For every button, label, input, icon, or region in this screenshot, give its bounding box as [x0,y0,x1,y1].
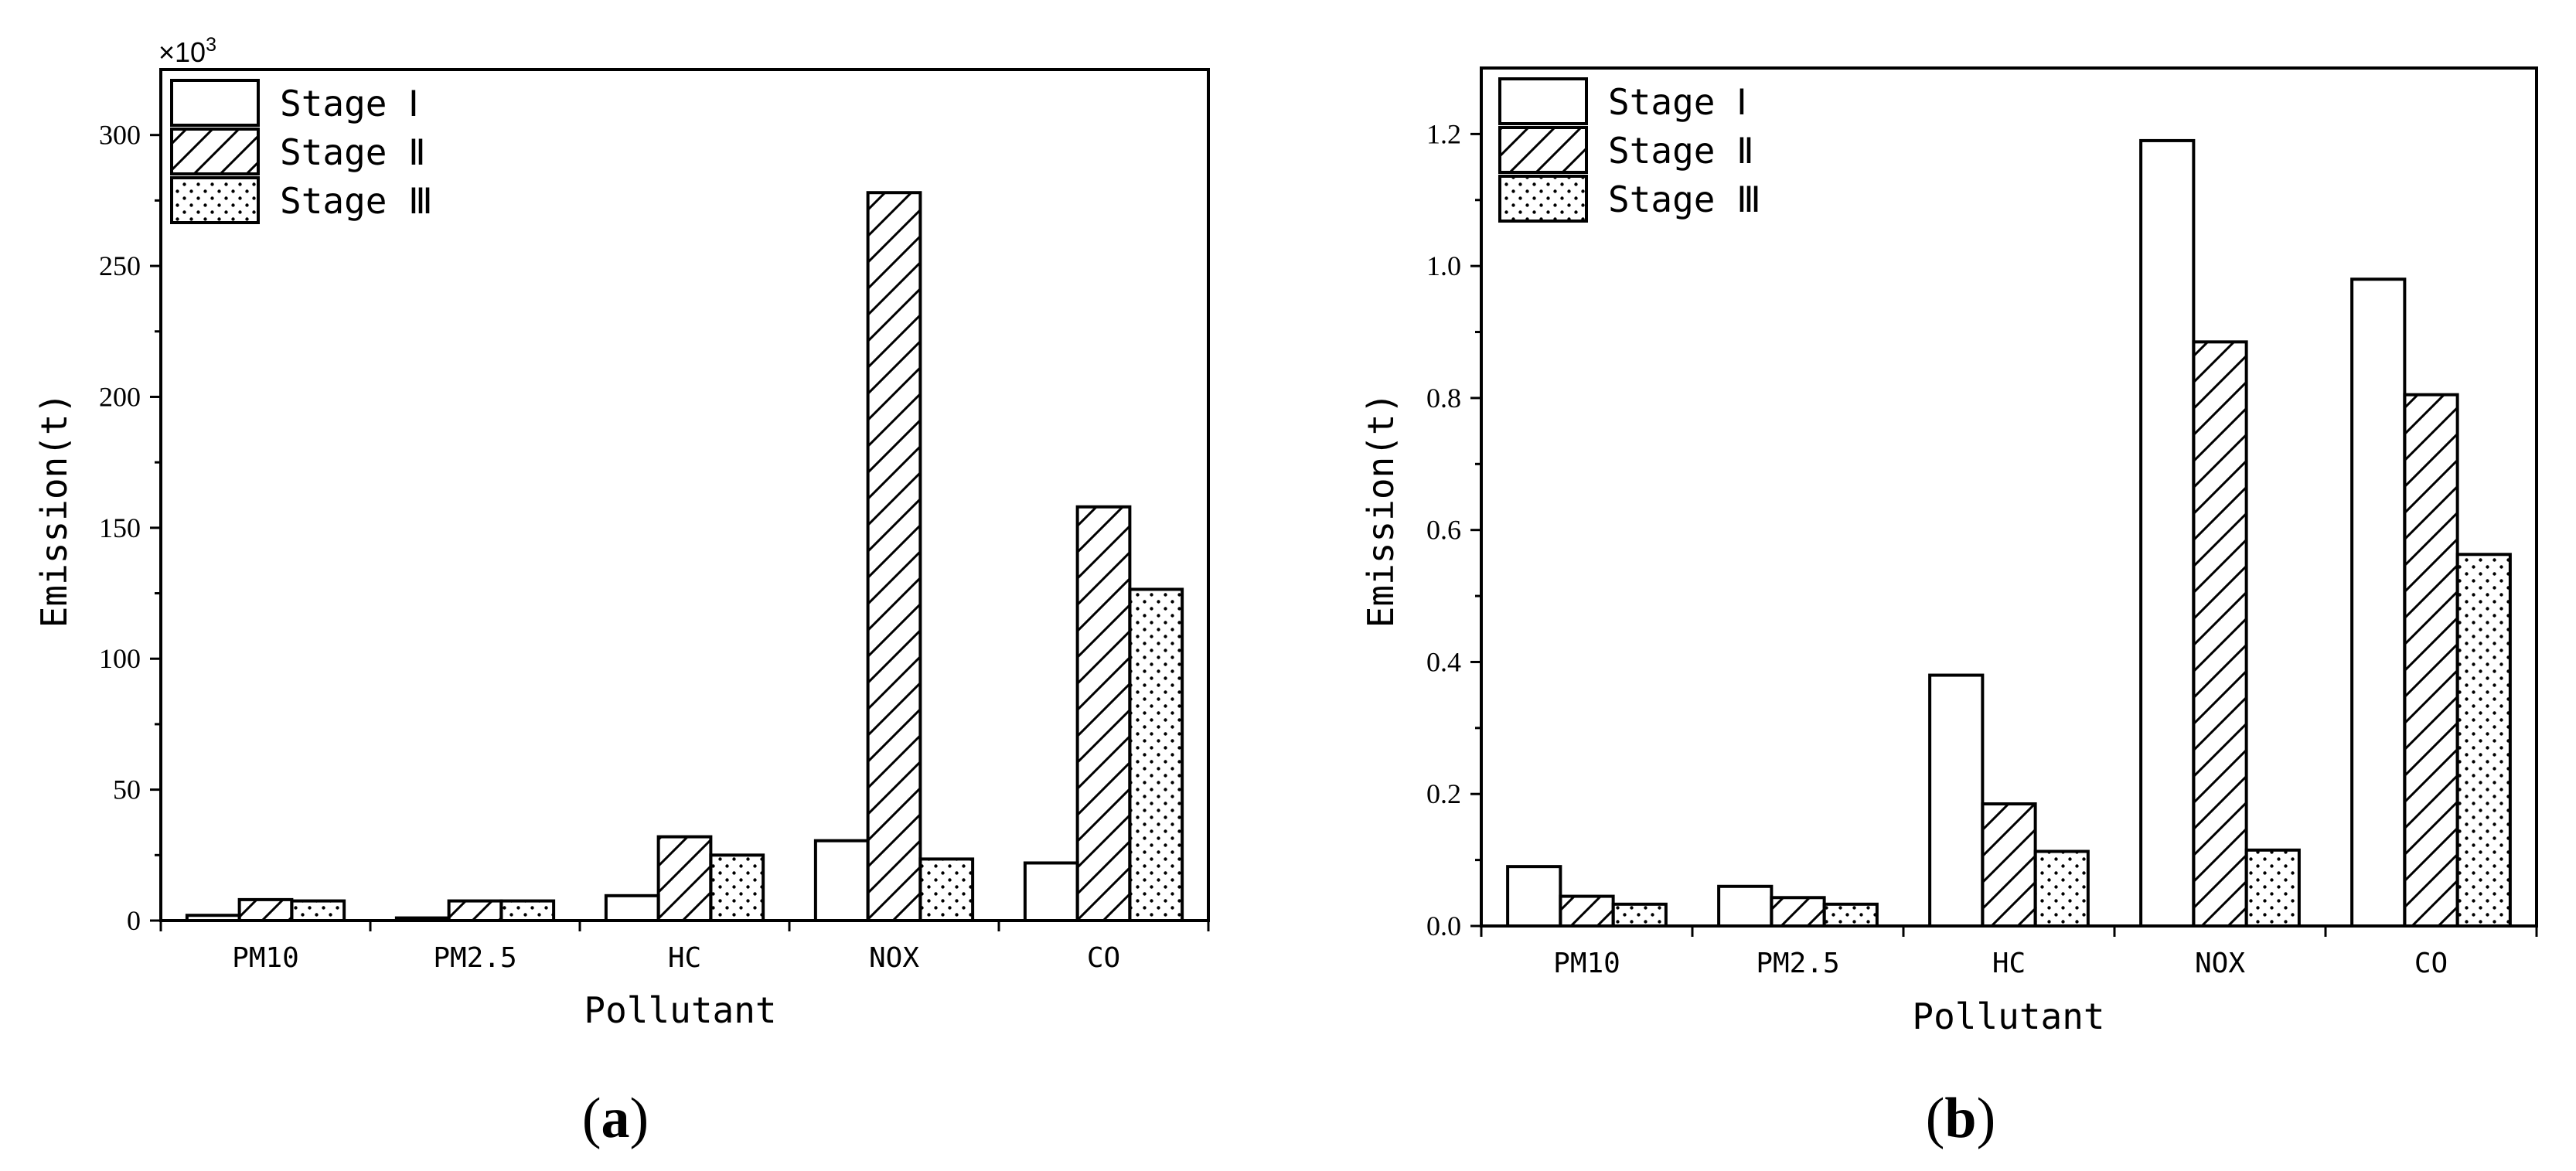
legend-label-stage-1: Stage Ⅰ [280,83,419,124]
legend-swatch-stage-3 [1498,175,1588,223]
legend-b: Stage Ⅰ Stage Ⅱ Stage Ⅲ [1498,77,1761,223]
legend-swatch-stage-3 [170,176,260,224]
y-multiplier-a: ×103 [158,34,216,68]
bar-b-pm10-stage-3 [1611,902,1668,928]
bar-b-hc-stage-1 [1928,673,1985,928]
panel-label-a: (a) [582,1087,649,1150]
panel-label-b: (b) [1926,1087,1995,1150]
bar-b-co-stage-1 [2350,277,2407,928]
y-tick-label: 0.8 [1426,383,1461,414]
legend-label-stage-2: Stage Ⅱ [1608,130,1754,172]
chart-panel-a: 0 50 100 150 200 250 300 PM10 PM2.5 HC NOX CO Stag… [33,34,1210,1150]
bar-b-pm25-stage-3 [1822,902,1879,928]
y-tick-label: 150 [99,512,141,543]
x-axis-title-b: Pollutant [1912,996,2104,1037]
plot-frame-b [1480,66,2538,928]
y-tick-label: 100 [99,643,141,674]
bar-b-nox-stage-3 [2244,848,2301,928]
y-axis-title-a: Emission(t) [33,393,75,628]
bar-b-nox-stage-1 [2139,138,2196,928]
legend-swatch-stage-1 [1498,77,1588,125]
bar-a-nox-stage-3 [918,857,975,923]
x-axis-a: PM10 PM2.5 HC NOX CO [159,921,1210,974]
y-tick-label: 1.2 [1426,118,1461,149]
bar-a-co-stage-3 [1128,587,1184,922]
bar-a-pm25-stage-2 [447,899,503,922]
bar-b-pm10-stage-1 [1506,865,1562,928]
x-axis-title-a: Pollutant [584,989,776,1031]
bar-b-pm10-stage-2 [1559,894,1615,928]
bars-a [185,191,1184,923]
legend-label-stage-2: Stage Ⅱ [280,131,426,173]
bar-b-hc-stage-2 [1981,802,2037,928]
bar-a-co-stage-2 [1075,505,1132,922]
bars-b [1506,138,2512,928]
x-tick-label: CO [1087,942,1120,974]
y-tick-label: 0 [127,905,141,936]
y-tick-label: 0.0 [1426,911,1461,941]
legend-label-stage-1: Stage Ⅰ [1608,81,1747,123]
y-axis-a: 0 50 100 150 200 250 300 [99,120,161,936]
bar-b-pm25-stage-2 [1770,896,1826,928]
plot-frame-a [159,68,1210,922]
bar-b-nox-stage-2 [2192,340,2248,928]
bar-a-pm10-stage-2 [237,897,294,922]
legend-swatch-stage-1 [170,79,260,127]
bar-b-co-stage-2 [2403,393,2459,928]
y-tick-label: 50 [113,774,141,805]
bar-a-pm25-stage-3 [499,899,556,922]
y-axis-b: 0.0 0.2 0.4 0.6 0.8 1.0 1.2 [1426,118,1481,941]
x-tick-label: HC [668,942,701,974]
y-tick-label: 300 [99,120,141,151]
legend-a: Stage Ⅰ Stage Ⅱ Stage Ⅲ [170,79,433,224]
y-tick-label: 0.2 [1426,778,1461,809]
x-tick-label: CO [2414,948,2448,979]
x-tick-label: PM2.5 [433,942,516,974]
bar-b-pm25-stage-1 [1717,884,1774,928]
x-tick-label: PM10 [1553,948,1620,979]
bar-a-hc-stage-2 [656,835,713,923]
x-tick-label: NOX [2195,948,2245,979]
x-tick-label: PM2.5 [1756,948,1839,979]
legend-label-stage-3: Stage Ⅲ [1608,179,1761,220]
y-axis-title-b: Emission(t) [1360,393,1402,628]
x-tick-label: NOX [869,942,919,974]
bar-a-co-stage-1 [1023,861,1079,923]
legend-label-stage-3: Stage Ⅲ [280,180,433,222]
y-tick-label: 200 [99,381,141,412]
legend-swatch-stage-2 [1498,126,1588,174]
bar-a-nox-stage-1 [813,839,870,923]
bar-a-nox-stage-2 [866,191,922,922]
bar-a-hc-stage-3 [709,853,765,923]
y-tick-label: 1.0 [1426,250,1461,281]
bar-b-hc-stage-3 [2033,849,2090,928]
bar-b-co-stage-3 [2455,553,2512,928]
chart-panel-b: 0.0 0.2 0.4 0.6 0.8 1.0 1.2 PM10 PM2.5 HC NOX CO S… [1360,66,2538,1150]
bar-a-hc-stage-1 [604,894,660,922]
x-tick-label: HC [1992,948,2026,979]
x-axis-b: PM10 PM2.5 HC NOX CO [1480,926,2538,979]
legend-swatch-stage-2 [170,128,260,175]
bar-a-pm10-stage-3 [290,899,346,922]
x-tick-label: PM10 [232,942,299,974]
y-tick-label: 0.4 [1426,646,1461,677]
y-tick-label: 250 [99,250,141,281]
y-tick-label: 0.6 [1426,515,1461,546]
